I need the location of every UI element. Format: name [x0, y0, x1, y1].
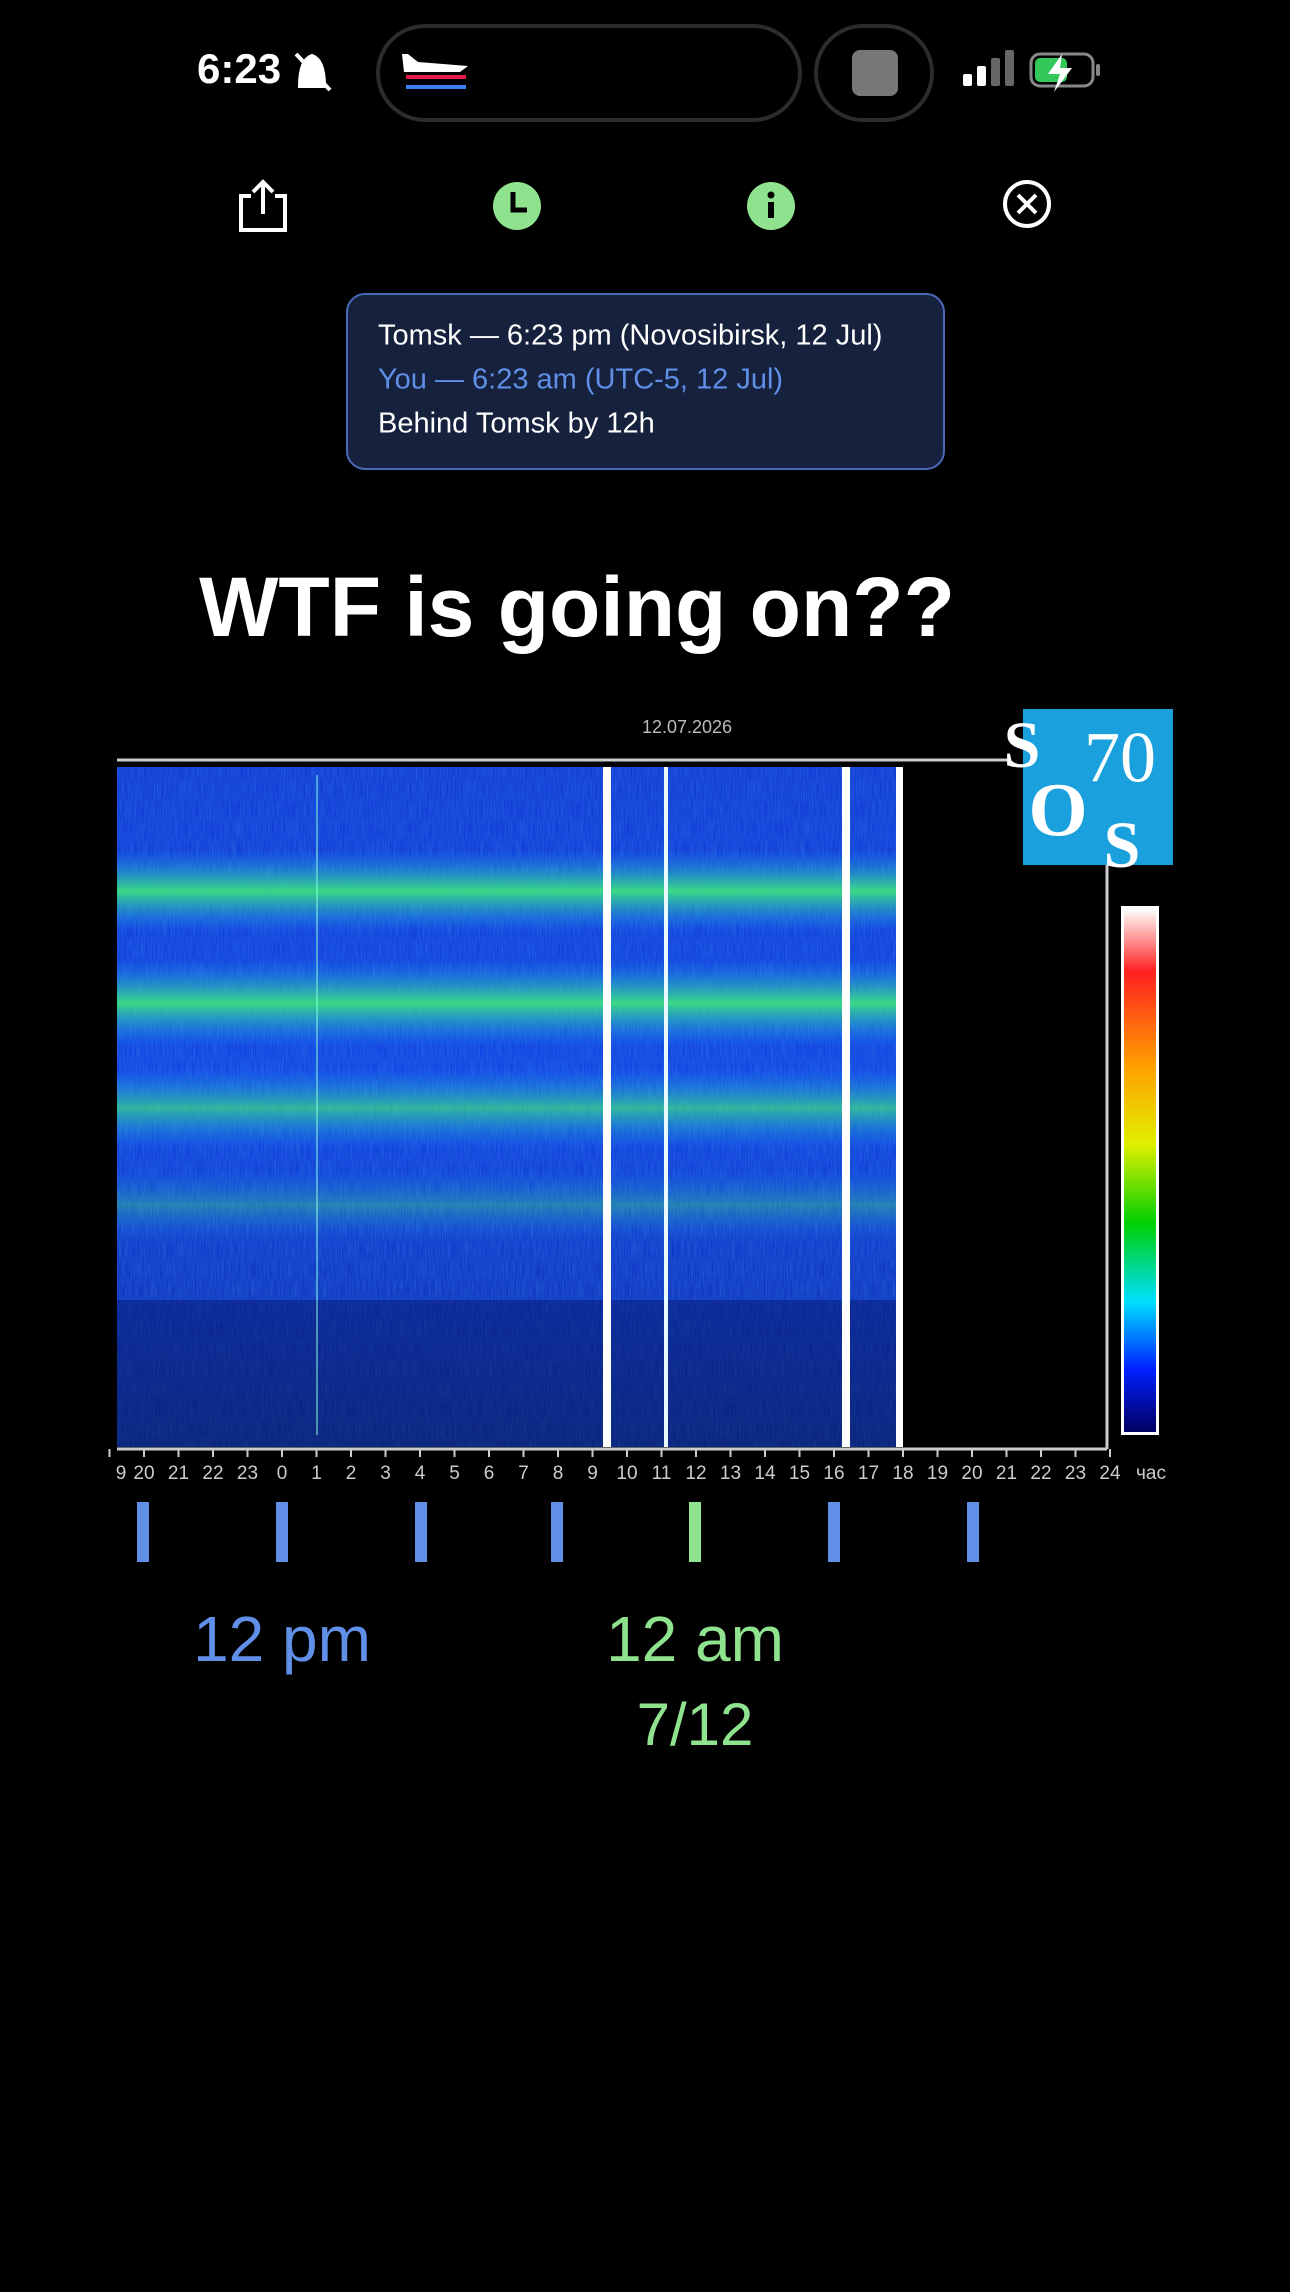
- burst-line: [896, 767, 903, 1447]
- marker: [137, 1502, 149, 1562]
- marker: [967, 1502, 979, 1562]
- hour-markers: [137, 1502, 979, 1562]
- burst-line: [603, 767, 611, 1447]
- hour-label: 11: [652, 1463, 672, 1484]
- marker: [551, 1502, 563, 1562]
- logo-text: 70: [1084, 718, 1156, 798]
- hour-label: 9: [116, 1463, 127, 1484]
- sos-logo: [1023, 709, 1173, 865]
- hour-label: 21: [168, 1463, 189, 1484]
- hour-label: 19: [927, 1463, 948, 1484]
- tomsk-time-label: 12 am: [606, 1603, 784, 1675]
- burst-line: [842, 767, 850, 1447]
- dynamic-island[interactable]: [376, 24, 802, 122]
- info-line: Tomsk — 6:23 pm (Novosibirsk, 12 Jul): [378, 320, 882, 352]
- hour-label: 20: [133, 1463, 154, 1484]
- spectrogram-shade: [117, 1300, 903, 1447]
- hour-label: 18: [892, 1463, 913, 1484]
- burst-line: [316, 775, 318, 1435]
- hour-label: 13: [720, 1463, 741, 1484]
- unit-label: час: [1136, 1463, 1166, 1484]
- activity-thumbnail: [852, 50, 898, 96]
- color-scale: [1124, 909, 1156, 1432]
- hour-label: 16: [823, 1463, 844, 1484]
- hour-label: 10: [616, 1463, 637, 1484]
- hour-axis: 9 20 21 22 23 0 1 2 3 4 5 6 7 8 9 10 11 12 13 14 15 16 17 18 19 2…: [108, 1449, 1121, 1484]
- hour-label: 0: [277, 1463, 288, 1484]
- logo-text: S: [1104, 809, 1141, 882]
- clock-button[interactable]: [493, 182, 541, 230]
- post-title: WTF is going on??: [199, 560, 955, 654]
- hour-label: 23: [1065, 1463, 1086, 1484]
- hour-label: 12: [685, 1463, 706, 1484]
- battery-icon: [1029, 52, 1100, 92]
- hour-label: 17: [858, 1463, 879, 1484]
- hour-label: 2: [346, 1463, 357, 1484]
- resonance-band: [117, 960, 903, 1046]
- silent-icon: [294, 52, 332, 92]
- spectrogram-image: 12.07.2026 S 70 O S 9 20 21 22 23 0 1 2 3 4 5 6 7 8 9 1…: [108, 709, 1173, 1484]
- hour-label: 20: [961, 1463, 982, 1484]
- hour-label: 15: [789, 1463, 810, 1484]
- marker-current: [689, 1502, 701, 1562]
- hour-label: 22: [202, 1463, 223, 1484]
- flight-icon: [402, 54, 468, 89]
- hour-label: 14: [754, 1463, 776, 1484]
- hour-label: 1: [311, 1463, 322, 1484]
- close-button[interactable]: [1003, 180, 1051, 228]
- info-line: You — 6:23 am (UTC-5, 12 Jul): [378, 364, 783, 396]
- marker: [828, 1502, 840, 1562]
- hour-label: 3: [380, 1463, 391, 1484]
- hour-label: 5: [449, 1463, 460, 1484]
- hour-label: 21: [996, 1463, 1017, 1484]
- resonance-band: [117, 1170, 903, 1240]
- signal-icon: [963, 50, 1014, 86]
- hour-label: 4: [415, 1463, 426, 1484]
- logo-text: O: [1028, 768, 1087, 852]
- marker: [276, 1502, 288, 1562]
- info-button[interactable]: [747, 182, 795, 230]
- local-time-label: 12 pm: [193, 1603, 371, 1675]
- tomsk-date-label: 7/12: [637, 1691, 754, 1758]
- logo-text: S: [1004, 709, 1041, 782]
- status-time: 6:23: [197, 45, 281, 92]
- time-info-box: [346, 293, 945, 470]
- hour-label: 23: [237, 1463, 258, 1484]
- spectrogram-date: 12.07.2026: [642, 717, 732, 737]
- info-line: Behind Tomsk by 12h: [378, 408, 655, 440]
- hour-label: 6: [484, 1463, 495, 1484]
- resonance-band: [117, 850, 903, 932]
- burst-line: [664, 767, 668, 1447]
- hour-label: 22: [1030, 1463, 1051, 1484]
- hour-label: 7: [518, 1463, 529, 1484]
- marker: [415, 1502, 427, 1562]
- hour-label: 9: [587, 1463, 598, 1484]
- hour-label: 24: [1099, 1463, 1121, 1484]
- resonance-band: [117, 1068, 903, 1148]
- share-button[interactable]: [239, 179, 287, 232]
- hour-label: 8: [553, 1463, 564, 1484]
